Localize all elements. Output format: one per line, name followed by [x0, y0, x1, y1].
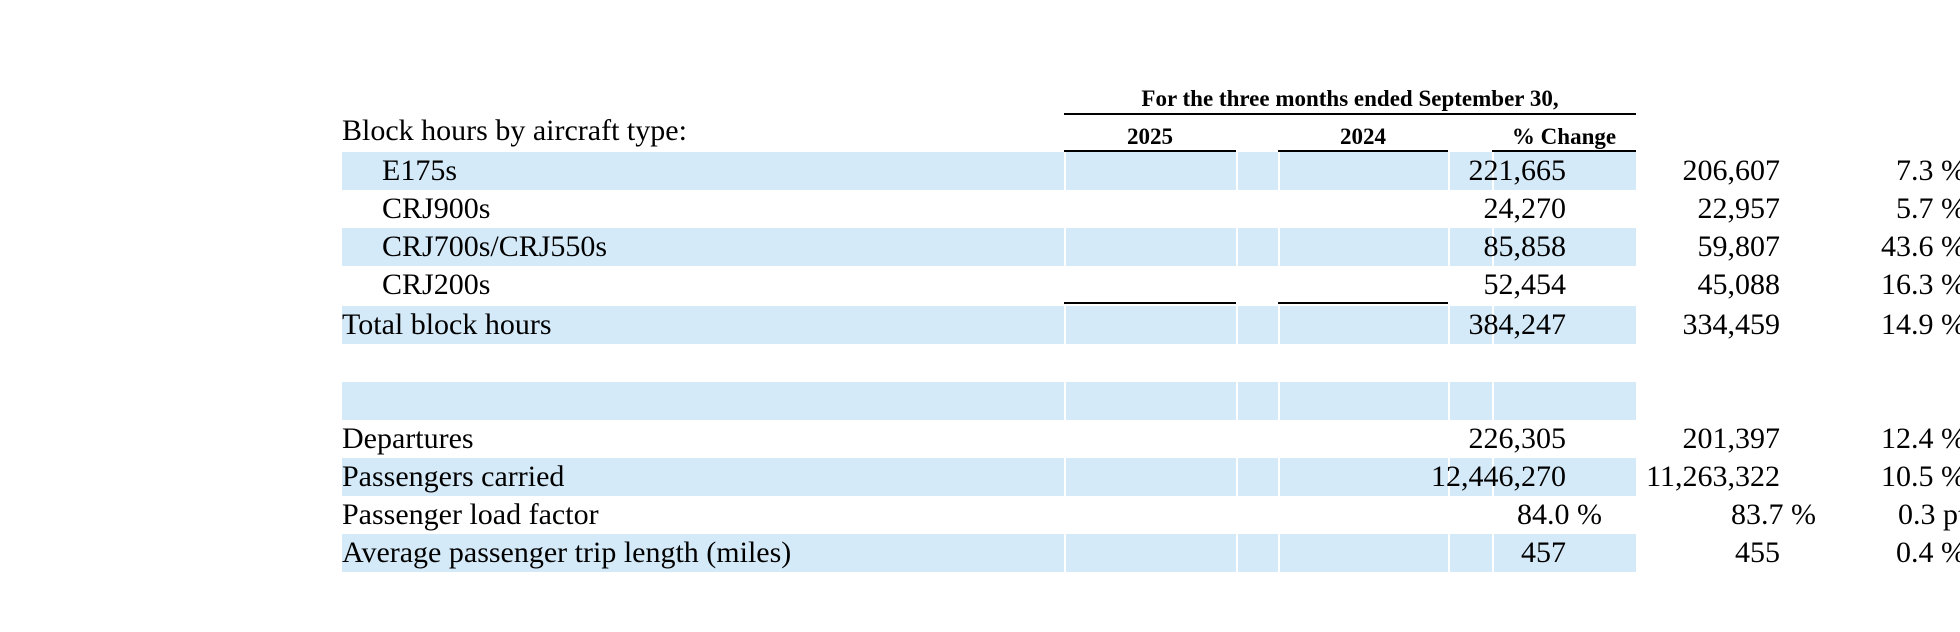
spacer-row — [342, 344, 1636, 382]
value-change: 43.6 % — [1881, 230, 1960, 263]
value-change: 0.4 % — [1896, 536, 1960, 569]
total-value-change: 14.9 % — [1881, 308, 1960, 341]
period-header: For the three months ended September 30, — [1064, 86, 1636, 115]
total-value-2024: 334,459 — [1682, 308, 1781, 341]
value-change: 10.5 % — [1881, 460, 1960, 493]
table-row: Average passenger trip length (miles) 45… — [342, 534, 1960, 572]
row-label: CRJ900s — [382, 192, 491, 225]
value-change: 0.3 pts — [1897, 498, 1960, 531]
row-label: Average passenger trip length (miles) — [342, 536, 792, 569]
row-label: E175s — [382, 154, 457, 187]
value-2025: 12,446,270 — [1431, 460, 1566, 493]
value-2024: 83.7 % — [1731, 498, 1816, 531]
row-label: Departures — [342, 422, 474, 455]
section-label-block-hours: Block hours by aircraft type: — [342, 114, 687, 147]
spacer-row — [342, 382, 1636, 420]
value-2025: 457 — [1521, 536, 1566, 569]
subtotal-rule-2024 — [1278, 302, 1448, 304]
column-header-change: % Change — [1492, 124, 1636, 152]
value-2024: 22,957 — [1697, 192, 1781, 225]
value-2025: 52,454 — [1483, 268, 1567, 301]
value-change: 16.3 % — [1881, 268, 1960, 301]
value-2024: 45,088 — [1697, 268, 1781, 301]
table-row: CRJ200s 52,454 45,088 16.3 % — [342, 266, 1960, 304]
value-2024: 11,263,322 — [1646, 460, 1780, 493]
value-change: 5.7 % — [1896, 192, 1960, 225]
row-label: Passengers carried — [342, 460, 565, 493]
subtotal-rule-2025 — [1064, 302, 1236, 304]
table-row: CRJ700s/CRJ550s 85,858 59,807 43.6 % — [342, 228, 1960, 266]
total-row: Total block hours 384,247 334,459 14.9 % — [342, 306, 1960, 344]
row-label: CRJ700s/CRJ550s — [382, 230, 608, 263]
value-2025: 221,665 — [1468, 154, 1567, 187]
total-value-2025: 384,247 — [1468, 308, 1567, 341]
value-2025: 24,270 — [1483, 192, 1567, 225]
value-2024: 201,397 — [1682, 422, 1781, 455]
value-2025: 85,858 — [1483, 230, 1567, 263]
column-header-2024: 2024 — [1278, 124, 1448, 152]
value-2025: 84.0 % — [1517, 498, 1602, 531]
table-row: Departures 226,305 201,397 12.4 % — [342, 420, 1960, 458]
table-row: CRJ900s 24,270 22,957 5.7 % — [342, 190, 1960, 228]
value-2024: 206,607 — [1682, 154, 1781, 187]
value-2024: 455 — [1735, 536, 1780, 569]
total-label: Total block hours — [342, 308, 552, 341]
row-label: Passenger load factor — [342, 498, 599, 531]
value-change: 7.3 % — [1896, 154, 1960, 187]
table-row: Passengers carried 12,446,270 11,263,322… — [342, 458, 1960, 496]
value-change: 12.4 % — [1881, 422, 1960, 455]
table-row: Passenger load factor 84.0 % 83.7 % 0.3 … — [342, 496, 1960, 534]
table-row: E175s 221,665 206,607 7.3 % — [342, 152, 1960, 190]
value-2025: 226,305 — [1468, 422, 1567, 455]
value-2024: 59,807 — [1697, 230, 1781, 263]
column-header-2025: 2025 — [1064, 124, 1236, 152]
row-label: CRJ200s — [382, 268, 491, 301]
